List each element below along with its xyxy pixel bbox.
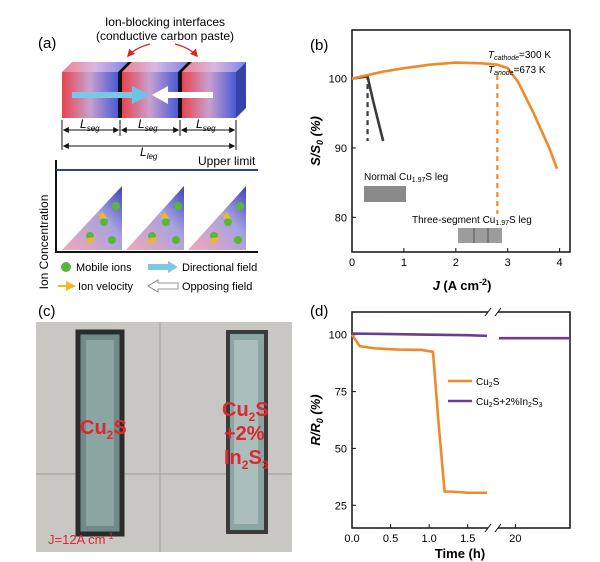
leg-label: Lleg <box>140 145 158 161</box>
plot-frame-d <box>351 311 571 529</box>
d-y-tick-label: 100 <box>329 330 347 342</box>
panel-d-chart: (d) 0.0 0.5 1.0 1.5 20 25 50 75 100 R/R0 (%) Tim… <box>308 303 571 561</box>
mobile-ions-icon <box>61 262 71 272</box>
upper-limit-label: Upper limit <box>198 154 256 168</box>
seg-label-2: Lseg <box>138 117 158 133</box>
panel-a-label: (a) <box>38 35 56 52</box>
opposing-field-icon <box>147 279 179 293</box>
legend-ion-velocity: Ion velocity <box>78 281 134 293</box>
seg-label-3: Lseg <box>196 117 216 133</box>
b-x-tick-label: 3 <box>505 257 511 269</box>
d-legend-cu2s: Cu2S <box>476 377 500 389</box>
interface-title-line1: Ion-blocking interfaces <box>105 15 225 29</box>
panel-c: (c) Cu2S Cu2S +2% In2S3 J=12A cm-1 <box>36 303 292 552</box>
b-x-tick-label: 0 <box>349 257 355 269</box>
legend-opposing-field: Opposing field <box>182 281 252 293</box>
segment3-top <box>182 62 246 72</box>
b-x-tick-label: 1 <box>401 257 407 269</box>
b-label-normal-leg: Normal Cu1.97S leg <box>364 172 448 184</box>
interface-pointer-right <box>174 43 199 58</box>
concentration-triangle-3 <box>188 186 246 250</box>
opposing-field-arrow-head <box>152 86 168 104</box>
interface-2 <box>178 62 192 118</box>
d-y-tick-label: 25 <box>335 500 347 512</box>
label-cu2s-in2s3-l3: In2S3 <box>224 447 269 472</box>
d-x-tick-label: 0.0 <box>344 533 359 545</box>
label-cu2s-in2s3-l2: +2% <box>224 423 265 445</box>
interface-pointer-left <box>126 43 151 58</box>
ion-velocity-arrows <box>83 211 232 245</box>
plot-frame-b <box>351 29 571 253</box>
d-y-tick-label: 50 <box>335 443 347 455</box>
label-current-density: J=12A cm-1 <box>48 531 113 547</box>
b-x-tick-label: 2 <box>453 257 459 269</box>
cu2s-sample-sheen <box>86 340 114 526</box>
segment1-top <box>62 62 128 72</box>
opposing-field-arrow-body <box>168 92 213 98</box>
d-x-tick-label: 1.5 <box>460 533 475 545</box>
segment3-side <box>236 62 246 118</box>
legend-mobile-ions: Mobile ions <box>76 262 132 274</box>
d-x-tick-label: 1.0 <box>421 533 436 545</box>
panel-b-chart: (b) 0 1 2 3 4 80 90 100 S/S0 (%) J (A cm-2) Tca… <box>308 29 571 293</box>
panel-b-label: (b) <box>310 37 328 54</box>
concentration-triangle-1 <box>62 186 122 250</box>
directional-field-icon <box>148 261 178 273</box>
d-series-in2s3-part1 <box>351 332 488 338</box>
d-y-tick-label: 75 <box>335 387 347 399</box>
b-series-three-segment-leg <box>351 61 559 170</box>
cu2s-in2s3-sample-sheen <box>234 340 258 524</box>
interface-1 <box>118 62 132 118</box>
d-legend-in2s3: Cu2S+2%In2S3 <box>476 397 543 409</box>
b-y-tick-label: 90 <box>335 143 347 155</box>
ion-concentration-axis-label: Ion Concentration <box>37 195 51 290</box>
interface-title-line2: (conductive carbon paste) <box>96 29 234 43</box>
segment-dimensions <box>61 120 237 150</box>
panel-a: (a) Ion-blocking interfaces (conductive … <box>37 15 258 293</box>
label-cu2s-in2s3-l1: Cu2S <box>222 399 269 424</box>
b-y-tick-label: 80 <box>335 212 347 224</box>
b-label-three-segment-leg: Three-segment Cu1.97S leg <box>412 215 532 227</box>
b-y-tick-label: 100 <box>329 74 347 86</box>
concentration-triangle-2 <box>126 186 184 250</box>
d-y-axis-title: R/R0 (%) <box>308 394 325 445</box>
d-x-axis-title: Time (h) <box>435 546 485 561</box>
b-three-segment-leg-photo <box>458 228 502 243</box>
segment2-top <box>122 62 188 72</box>
panel-c-label: (c) <box>38 303 56 320</box>
d-series-cu2s <box>350 334 487 495</box>
label-cu2s-sample: Cu2S <box>80 417 127 442</box>
b-x-tick-label: 4 <box>557 257 563 269</box>
d-x-tick-label: 0.5 <box>383 533 398 545</box>
b-annotation-cathode: Tcathode=300 K <box>488 50 551 62</box>
b-annotation-anode: Tanode=673 K <box>488 65 546 77</box>
directional-field-arrow-head <box>132 86 150 104</box>
directional-field-arrow-body <box>72 92 132 98</box>
legend-directional-field: Directional field <box>182 262 257 274</box>
d-axis-break <box>484 306 502 534</box>
b-y-axis-title: S/S0 (%) <box>308 116 325 166</box>
b-x-axis-title: J (A cm-2) <box>433 277 492 293</box>
seg-label-1: Lseg <box>80 117 100 133</box>
b-normal-leg-photo <box>364 186 406 202</box>
d-x-tick-label: 20 <box>509 533 521 545</box>
panel-d-label: (d) <box>310 303 328 320</box>
